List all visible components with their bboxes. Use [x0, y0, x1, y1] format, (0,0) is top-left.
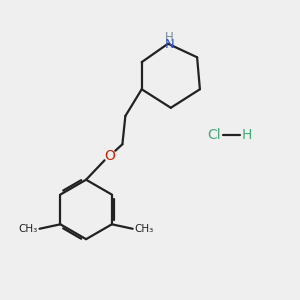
Text: N: N — [165, 38, 174, 51]
Text: CH₃: CH₃ — [134, 224, 153, 234]
Text: O: O — [104, 148, 115, 163]
Text: CH₃: CH₃ — [19, 224, 38, 234]
Text: H: H — [242, 128, 252, 142]
Text: H: H — [165, 31, 174, 44]
Text: Cl: Cl — [207, 128, 221, 142]
